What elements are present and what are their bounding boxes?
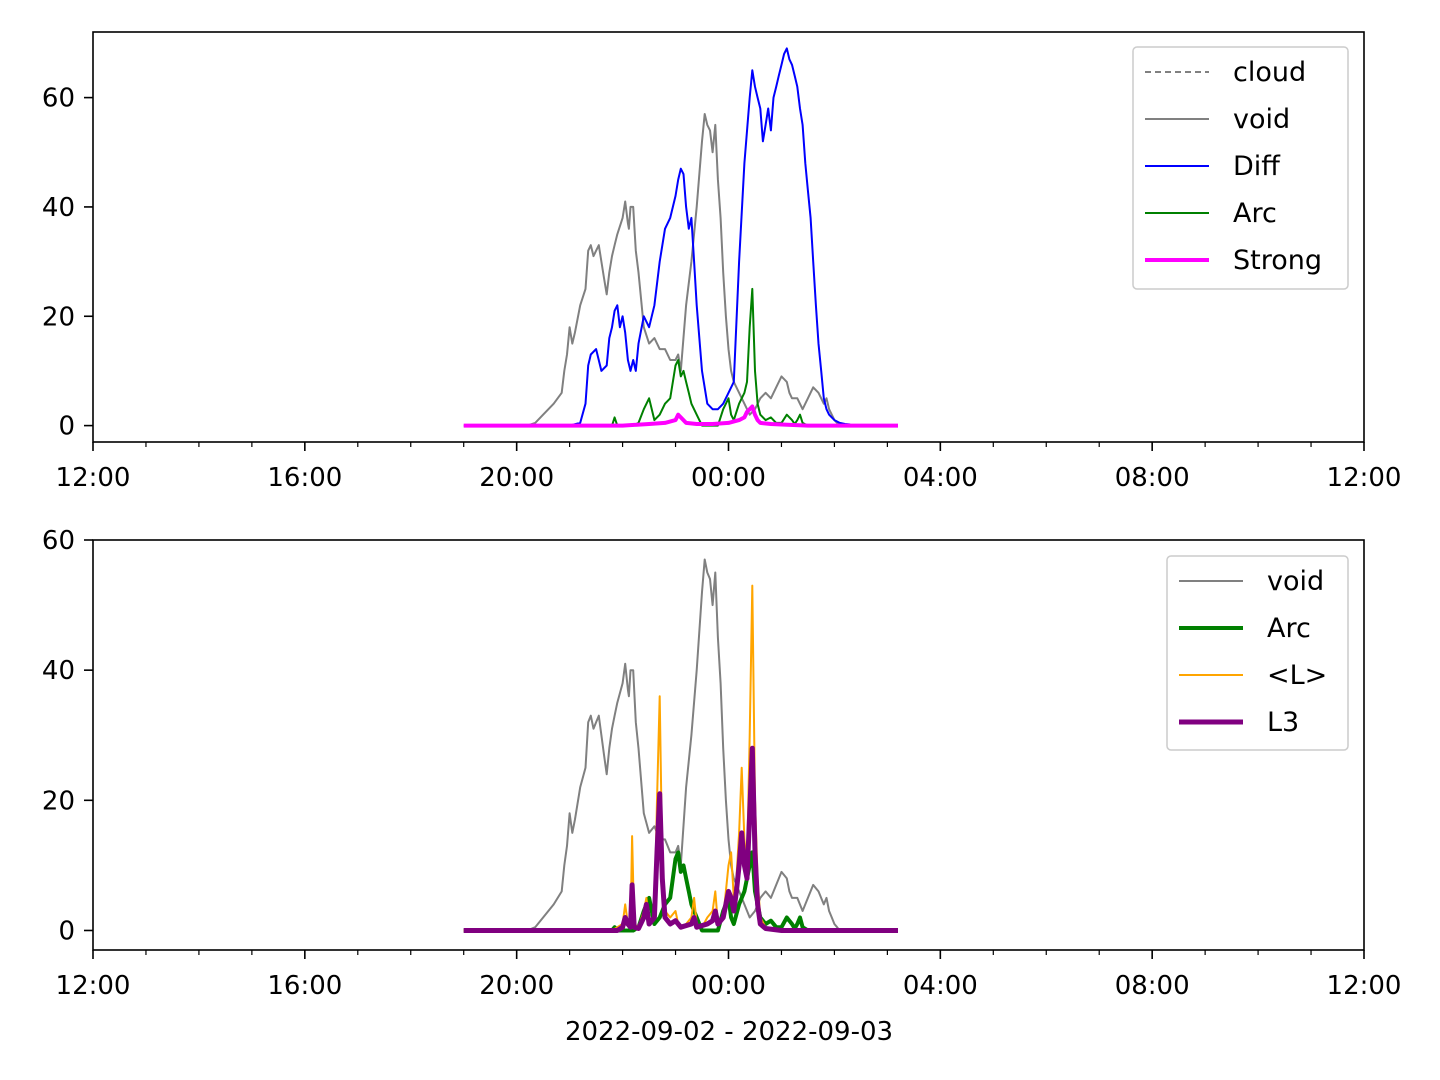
legend-0: cloud void Diff Arc Strong <box>1132 46 1349 290</box>
series-line-strong <box>463 404 898 428</box>
x-tick-label-0-2: 20:00 <box>479 463 554 493</box>
bottom-x-axis-label: 2022-09-02 - 2022-09-03 <box>565 1017 893 1047</box>
x-tick-label-1-4: 04:00 <box>903 971 978 1001</box>
y-tick-label-1-0: 0 <box>58 916 75 946</box>
top-subplot: 12:00 16:00 20:00 00:00 04:00 08:00 12:00 0 20 40… <box>42 31 1402 493</box>
x-tick-label-1-5: 08:00 <box>1115 971 1190 1001</box>
series-line-l3 <box>463 745 898 933</box>
legend-label-void: void <box>1267 566 1324 597</box>
y-tick-label-0-1: 20 <box>42 302 75 332</box>
y-tick-label-0-0: 0 <box>58 412 75 442</box>
x-tick-label-0-3: 00:00 <box>691 463 766 493</box>
series-line-void <box>463 113 841 427</box>
legend-label-l: <L> <box>1267 660 1327 691</box>
x-tick-label-0-0: 12:00 <box>56 463 131 493</box>
legend-label-diff: Diff <box>1233 151 1281 182</box>
plot-area-0 <box>463 47 898 428</box>
series-line-void <box>463 558 841 932</box>
y-tick-label-1-2: 40 <box>42 656 75 686</box>
x-tick-label-1-2: 20:00 <box>479 971 554 1001</box>
x-tick-label-0-5: 08:00 <box>1115 463 1190 493</box>
legend-1: void Arc <L> L3 <box>1166 555 1349 751</box>
y-tick-label-1-3: 60 <box>42 526 75 556</box>
y-tick-label-1-1: 20 <box>42 786 75 816</box>
x-tick-label-1-3: 00:00 <box>691 971 766 1001</box>
bottom-subplot: 12:00 16:00 20:00 00:00 04:00 08:00 12:00 0 20 40… <box>42 526 1402 1001</box>
x-tick-label-0-4: 04:00 <box>903 463 978 493</box>
legend-label-void: void <box>1233 104 1290 135</box>
legend-label-arc: Arc <box>1267 613 1311 644</box>
legend-label-arc: Arc <box>1233 198 1277 229</box>
x-tick-label-0-1: 16:00 <box>267 463 342 493</box>
legend-label-strong: Strong <box>1233 245 1322 276</box>
x-tick-label-1-1: 16:00 <box>267 971 342 1001</box>
legend-label-l3: L3 <box>1267 707 1299 738</box>
legend-box-1 <box>1166 555 1349 751</box>
x-tick-label-1-0: 12:00 <box>56 971 131 1001</box>
plot-area-1 <box>463 558 898 933</box>
legend-box-0 <box>1132 46 1349 290</box>
y-tick-label-0-3: 60 <box>42 84 75 114</box>
x-tick-label-0-6: 12:00 <box>1327 463 1402 493</box>
series-line-diff <box>569 47 851 427</box>
legend-label-cloud: cloud <box>1233 57 1306 88</box>
x-tick-label-1-6: 12:00 <box>1327 971 1402 1001</box>
y-tick-label-0-2: 40 <box>42 193 75 223</box>
